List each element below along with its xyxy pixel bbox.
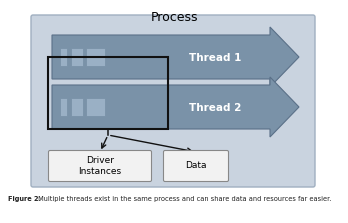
Polygon shape — [52, 77, 299, 137]
Bar — [60, 48, 67, 66]
Text: Thread 2: Thread 2 — [189, 103, 241, 113]
Bar — [71, 48, 83, 66]
Text: Driver
Instances: Driver Instances — [78, 156, 121, 176]
Polygon shape — [52, 27, 299, 87]
Bar — [48, 57, 168, 129]
Bar — [86, 48, 105, 66]
FancyBboxPatch shape — [31, 15, 315, 187]
Bar — [86, 98, 105, 116]
Text: Thread 1: Thread 1 — [189, 53, 241, 63]
Bar — [71, 98, 83, 116]
Text: Process: Process — [150, 11, 198, 24]
Text: Multiple threads exist in the same process and can share data and resources far : Multiple threads exist in the same proce… — [36, 196, 331, 202]
FancyBboxPatch shape — [164, 151, 229, 182]
Text: Figure 2.: Figure 2. — [8, 196, 41, 202]
Text: Data: Data — [185, 161, 207, 171]
FancyBboxPatch shape — [48, 151, 151, 182]
Bar — [60, 98, 67, 116]
